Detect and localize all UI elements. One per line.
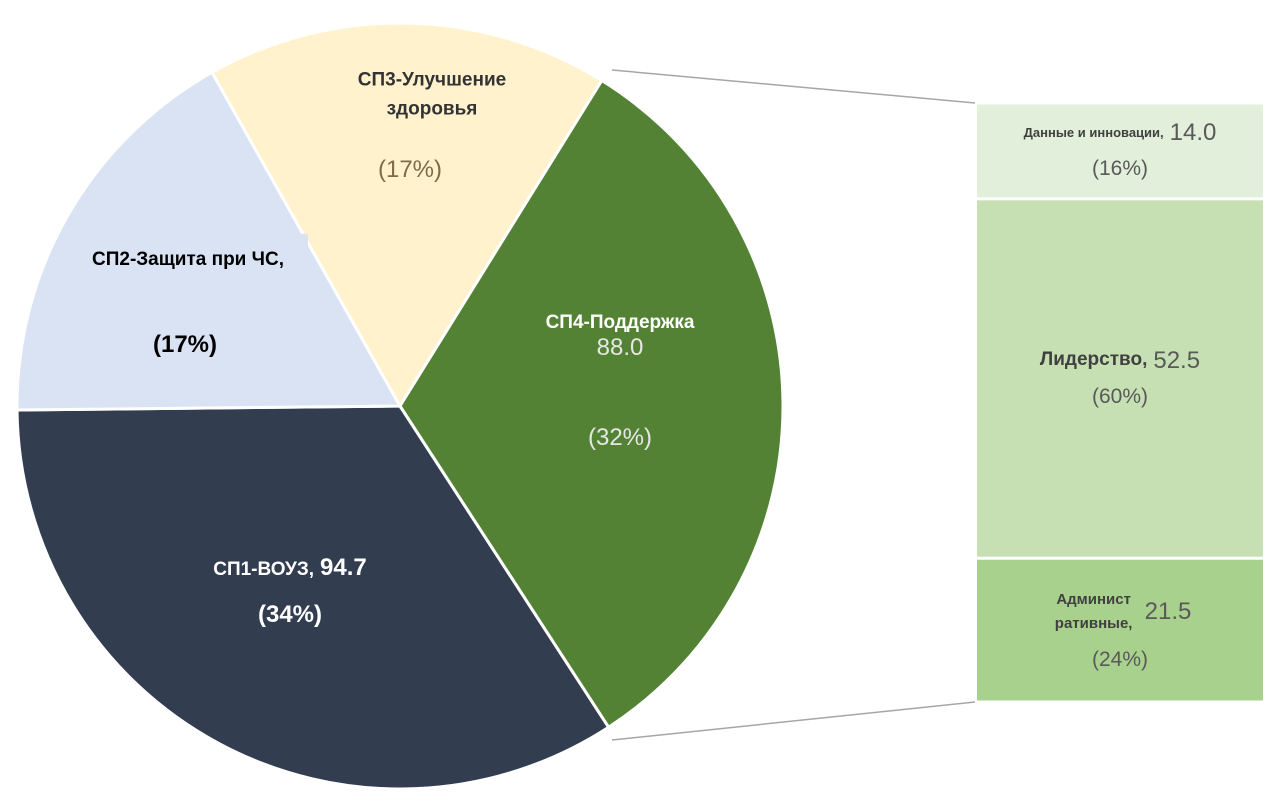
segment-name: Лидерство, [1039,348,1148,370]
segment-amount: 52.5 [1153,346,1201,374]
slice-name: СП4-Поддержка [545,312,695,333]
segment-percent: (24%) [1091,648,1149,672]
slice-label: СП1-ВОУЗ, 94.7 [213,554,367,582]
segment-amount: 21.5 [1144,598,1192,626]
connector [611,69,976,104]
segment-name: Админист ративные, [1054,591,1133,633]
slice-name: СП2-Защита при ЧС, [92,248,284,270]
slice-percent: (34%) [257,601,323,628]
bar-segment [977,104,1263,198]
slice-percent: (17%) [152,331,218,358]
slice-name: СП1-ВОУЗ, [213,559,315,580]
slice-percent: (32%) [587,424,653,451]
segment-label: Лидерство, 52.5 [1040,347,1200,375]
segment-name: Данные и инновации, [1023,125,1164,141]
slice-label: СП2-Защита при ЧС, [68,233,308,287]
slice-label: СП4-Поддержка 88.0 [546,312,695,362]
pie-slice [209,21,604,409]
pie-slice [398,78,785,730]
connector [611,701,976,741]
bar-segment [977,559,1263,701]
slice-name: СП3-Улучшение здоровья [357,69,507,120]
segment-label: Админист ративные, 21.5 [1049,588,1192,636]
segment-label: Данные и инновации, 14.0 [1024,119,1217,147]
slice-label: СП3-Улучшение здоровья [332,67,532,124]
slice-amount: 94.7 [320,554,367,581]
segment-amount: 14.0 [1169,118,1217,146]
slice-amount: 88.0 [596,334,644,361]
bar-segment [977,200,1263,557]
segment-percent: (16%) [1091,156,1149,180]
segment-percent: (60%) [1091,384,1149,408]
slice-percent: (17%) [377,156,443,183]
